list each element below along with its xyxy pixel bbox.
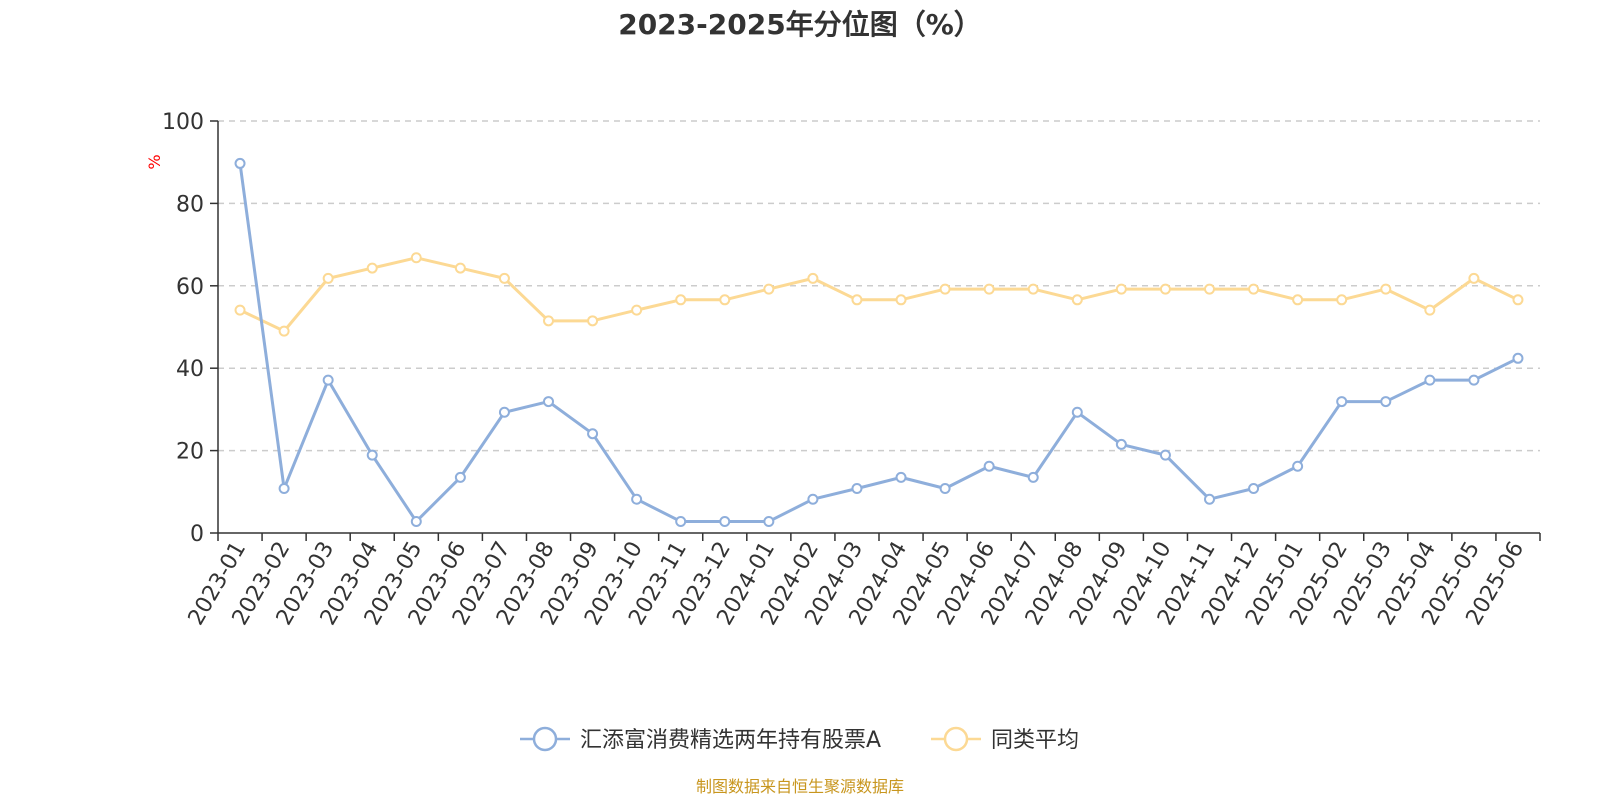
data-point — [234, 157, 246, 169]
data-point — [278, 325, 290, 337]
axes — [217, 121, 1540, 534]
data-point — [1468, 374, 1480, 386]
data-point — [1159, 449, 1171, 461]
data-point — [1204, 493, 1215, 505]
legend-marker — [532, 726, 558, 752]
data-point — [675, 294, 687, 306]
source-note: 制图数据来自恒生聚源数据库 — [696, 777, 904, 796]
grid-lines — [218, 120, 1540, 452]
y-tick-labels: 0 20 40 60 80 100 — [162, 110, 218, 547]
data-point — [631, 493, 643, 505]
y-tick-label: 0 — [190, 522, 204, 547]
data-point — [895, 471, 907, 483]
data-point — [675, 515, 687, 527]
legend: 汇添富消费精选两年持有股票A 同类平均 — [520, 726, 1079, 753]
legend-label: 汇添富消费精选两年持有股票A — [580, 728, 881, 753]
data-point — [587, 428, 599, 440]
data-point — [807, 272, 819, 284]
y-tick-label: 100 — [162, 110, 204, 135]
data-point — [543, 396, 554, 408]
data-point — [1292, 294, 1304, 306]
data-point — [366, 449, 378, 461]
data-point — [1336, 294, 1348, 306]
data-point — [587, 315, 599, 327]
data-point — [1292, 460, 1304, 472]
data-point — [939, 483, 951, 495]
y-tick-label: 60 — [176, 275, 204, 300]
data-point — [1380, 283, 1392, 295]
y-tick-label: 40 — [176, 357, 204, 382]
data-point — [1027, 471, 1039, 483]
data-point — [498, 272, 510, 284]
series-line — [239, 256, 1519, 333]
data-point — [234, 304, 246, 316]
data-point — [983, 460, 995, 472]
data-point — [1248, 283, 1260, 295]
data-point — [322, 272, 334, 284]
data-point — [498, 406, 510, 418]
data-point — [322, 374, 334, 386]
series-group — [234, 157, 1524, 527]
data-point — [719, 294, 731, 306]
data-point — [1248, 483, 1260, 495]
data-point — [1424, 304, 1436, 316]
data-point — [763, 283, 775, 295]
y-tick-label: 80 — [176, 192, 204, 217]
data-point — [1204, 283, 1215, 295]
data-point — [543, 315, 554, 327]
data-point — [1512, 352, 1524, 364]
data-point — [983, 283, 995, 295]
data-point — [939, 283, 951, 295]
data-point — [851, 483, 863, 495]
y-tick-label: 20 — [176, 440, 204, 465]
data-point — [807, 493, 819, 505]
data-point — [1115, 283, 1127, 295]
data-point — [1071, 294, 1083, 306]
x-tick-labels: 2023-012023-022023-032023-042023-052023-… — [184, 533, 1541, 630]
data-point — [410, 515, 422, 527]
data-point — [278, 483, 290, 495]
data-point — [1512, 294, 1524, 306]
data-point — [366, 262, 378, 274]
data-point — [454, 471, 466, 483]
data-point — [454, 262, 466, 274]
series-line — [238, 163, 1519, 523]
y-axis-label: % — [145, 154, 164, 169]
data-point — [1027, 283, 1039, 295]
data-point — [763, 515, 775, 527]
data-point — [1071, 406, 1083, 418]
data-point — [410, 252, 422, 264]
data-point — [1115, 438, 1127, 450]
data-point — [895, 294, 907, 306]
data-point — [851, 294, 863, 306]
data-point — [1468, 272, 1480, 284]
legend-label: 同类平均 — [991, 728, 1079, 753]
data-point — [1336, 396, 1348, 408]
legend-marker — [943, 726, 969, 752]
data-point — [1424, 374, 1436, 386]
chart-title: 2023-2025年分位图（%） — [618, 8, 982, 41]
data-point — [719, 515, 731, 527]
data-point — [1380, 396, 1392, 408]
data-point — [1159, 283, 1171, 295]
data-point — [631, 304, 643, 316]
